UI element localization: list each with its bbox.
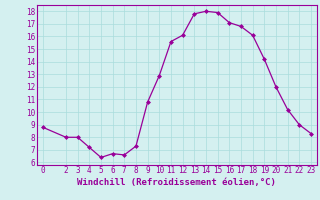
X-axis label: Windchill (Refroidissement éolien,°C): Windchill (Refroidissement éolien,°C) [77,178,276,187]
